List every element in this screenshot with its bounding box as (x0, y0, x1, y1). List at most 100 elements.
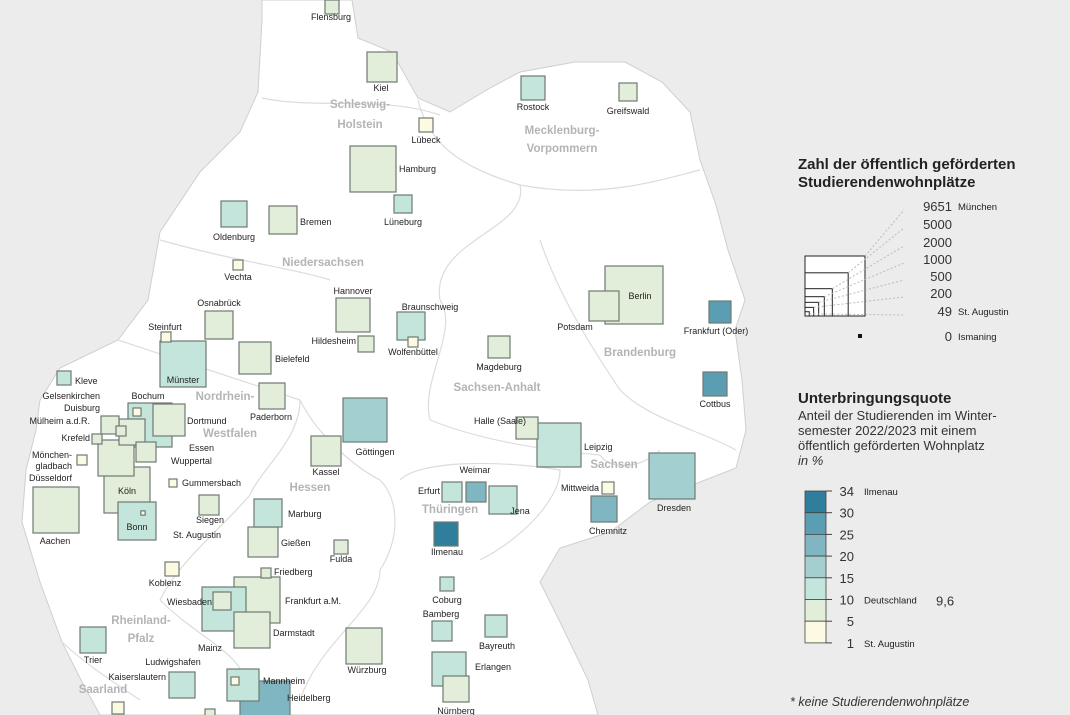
city-square-würzburg[interactable] (345, 627, 383, 665)
city-label: Kaiserslautern (108, 672, 166, 682)
region-label: Rheinland- (111, 615, 171, 627)
size-legend-value: 9651 (923, 199, 952, 214)
city-square-bremen[interactable] (268, 205, 298, 235)
city-square-wolfenbüttel[interactable] (407, 336, 419, 348)
city-square-ludwigshafen[interactable] (230, 676, 240, 686)
city-label: Mainz (198, 643, 223, 653)
city-square-paderborn[interactable] (258, 382, 286, 410)
region-label: Saarland (79, 684, 128, 696)
city-square-greifswald[interactable] (618, 82, 638, 102)
color-legend-band (804, 512, 827, 535)
city-label: Lüneburg (384, 217, 422, 227)
city-label: Siegen (196, 515, 224, 525)
city-square-göttingen[interactable] (342, 397, 388, 443)
city-label: Hamburg (399, 164, 436, 174)
city-square-hamburg[interactable] (349, 145, 397, 193)
city-square-lübeck[interactable] (418, 117, 434, 133)
city-square-mittweida[interactable] (601, 481, 615, 495)
city-square-gießen[interactable] (247, 526, 279, 558)
city-square-bonn[interactable] (117, 501, 157, 541)
color-legend-tick-label: 5 (847, 614, 854, 629)
city-label: Heidelberg (287, 693, 331, 703)
region-label: Niedersachsen (282, 257, 364, 269)
city-square-flensburg[interactable] (324, 0, 340, 15)
city-square-mönchen-gladbach[interactable] (76, 454, 88, 466)
city-label: Bamberg (423, 609, 460, 619)
city-square-steinfurt[interactable] (160, 331, 172, 343)
city-square-nürnberg[interactable] (442, 675, 470, 703)
city-square-oldenburg[interactable] (220, 200, 248, 228)
city-label: Darmstadt (273, 628, 315, 638)
city-square-koblenz[interactable] (164, 561, 180, 577)
city-label: Vechta (224, 272, 252, 282)
city-square-lüneburg[interactable] (393, 194, 413, 214)
city-square-trier[interactable] (79, 626, 107, 654)
city-square-magdeburg[interactable] (487, 335, 511, 359)
germany-quota-value: 9,6 (936, 594, 954, 609)
size-legend-note: München (958, 202, 997, 213)
city-square-marburg[interactable] (253, 498, 283, 528)
city-square-st-augustin[interactable] (140, 510, 146, 516)
city-square-rostock[interactable] (520, 75, 546, 101)
city-label: Leipzig (584, 442, 613, 452)
city-square-braunschweig[interactable] (396, 311, 426, 341)
color-legend-note: Deutschland (864, 596, 917, 607)
size-legend-title: Zahl der öffentlich geförderten Studiere… (798, 156, 1016, 192)
city-square-erfurt[interactable] (441, 481, 463, 503)
city-square-kiel[interactable] (366, 51, 398, 83)
city-square-kassel[interactable] (310, 435, 342, 467)
city-label: Kleve (75, 376, 98, 386)
size-legend-note: St. Augustin (958, 307, 1009, 318)
city-square-chemnitz[interactable] (590, 495, 618, 523)
city-square-coburg[interactable] (439, 576, 455, 592)
city-square-wiesbaden[interactable] (212, 591, 232, 611)
city-square-aachen[interactable] (32, 486, 80, 534)
city-square-bamberg[interactable] (431, 620, 453, 642)
city-square-frankfurt-oder-[interactable] (708, 300, 732, 324)
city-square-halle-saale-[interactable] (515, 416, 539, 440)
city-square-gelsenkirchen[interactable] (132, 407, 142, 417)
color-legend-tick-label: 10 (840, 593, 854, 608)
city-square-düsseldorf[interactable] (97, 439, 135, 477)
color-legend-note: Ilmenau (864, 487, 898, 498)
size-legend-value: 2000 (923, 235, 952, 250)
city-square[interactable] (204, 708, 216, 715)
city-square-dortmund[interactable] (152, 403, 186, 437)
city-square-hildesheim[interactable] (357, 335, 375, 353)
city-square-dresden[interactable] (648, 452, 696, 500)
city-label: Bayreuth (479, 641, 515, 651)
city-square-kaiserslautern[interactable] (168, 671, 196, 699)
city-square-siegen[interactable] (198, 494, 220, 516)
city-square-krefeld[interactable] (91, 433, 103, 445)
city-square-vechta[interactable] (232, 259, 244, 271)
city-square-bielefeld[interactable] (238, 341, 272, 375)
city-square-ilmenau[interactable] (433, 521, 459, 547)
city-label: Düsseldorf (29, 473, 73, 483)
city-square-darmstadt[interactable] (233, 611, 271, 649)
city-square-friedberg[interactable] (260, 567, 272, 579)
city-square-osnabrück[interactable] (204, 310, 234, 340)
city-square-münster[interactable] (159, 340, 207, 388)
city-label: Kiel (373, 83, 388, 93)
size-legend-value: 5000 (923, 217, 952, 232)
city-square-jena[interactable] (488, 485, 518, 515)
region-label: Thüringen (422, 504, 478, 516)
city-square-mülheim-a-d-r-[interactable] (115, 425, 127, 437)
city-square-kleve[interactable] (56, 370, 72, 386)
color-legend-tick-label: 25 (840, 527, 854, 542)
city-square-duisburg[interactable] (100, 415, 120, 435)
city-square-gummersbach[interactable] (168, 478, 178, 488)
city-label: Münster (167, 375, 200, 385)
city-square[interactable] (111, 701, 125, 715)
city-square-leipzig[interactable] (536, 422, 582, 468)
city-square-hannover[interactable] (335, 297, 371, 333)
color-legend-subtitle-3: öffentlich geförderten Wohnplatz (798, 438, 985, 453)
city-square-bayreuth[interactable] (484, 614, 508, 638)
city-square-cottbus[interactable] (702, 371, 728, 397)
city-square-weimar[interactable] (465, 481, 487, 503)
city-square-fulda[interactable] (333, 539, 349, 555)
size-legend-title-line1: Zahl der öffentlich geförderten (798, 156, 1016, 173)
city-label: Ludwigshafen (145, 657, 201, 667)
city-square-potsdam[interactable] (588, 290, 620, 322)
city-square-wuppertal[interactable] (135, 441, 157, 463)
